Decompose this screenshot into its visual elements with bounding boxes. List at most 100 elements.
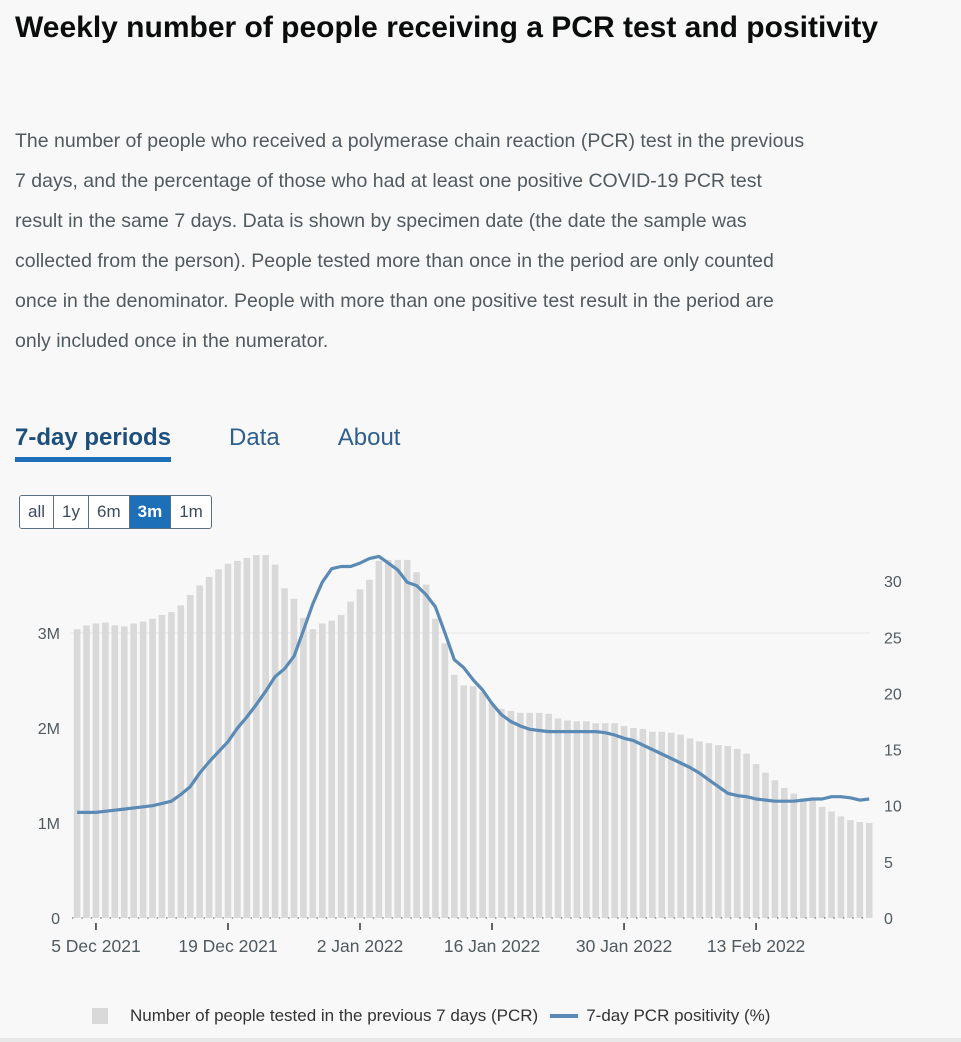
legend-bar-label: Number of people tested in the previous …: [130, 1006, 539, 1025]
y-right-tick-label: 0: [884, 911, 893, 928]
bar: [130, 623, 137, 918]
bar: [488, 703, 496, 918]
y-right-tick-label: 20: [884, 686, 902, 703]
bar: [186, 595, 194, 918]
bar: [234, 560, 241, 918]
bar: [799, 798, 807, 918]
bar: [837, 816, 845, 918]
y-left-tick-label: 0: [51, 911, 60, 928]
bar: [422, 584, 430, 918]
bar: [790, 793, 798, 918]
y-left-tick-label: 3M: [38, 626, 60, 643]
tab-data[interactable]: Data: [229, 424, 280, 451]
bar: [149, 618, 156, 918]
bar: [318, 623, 326, 918]
bar: [196, 585, 203, 918]
x-tick-label: 19 Dec 2021: [178, 936, 277, 956]
y-right-tick-label: 30: [884, 574, 902, 591]
bar: [262, 555, 269, 918]
bar: [441, 643, 449, 918]
bar: [271, 564, 279, 918]
bar: [300, 617, 307, 918]
bar: [828, 811, 835, 918]
bar: [517, 712, 524, 918]
bar: [724, 746, 732, 918]
tab-bar: 7-day periods Data About: [15, 424, 458, 462]
bar: [715, 745, 722, 918]
range-all-button[interactable]: all: [20, 496, 55, 528]
bar: [384, 559, 392, 918]
bar: [507, 710, 515, 918]
bar: [564, 720, 571, 918]
range-1y-button[interactable]: 1y: [54, 496, 89, 528]
bar: [649, 731, 656, 918]
bar: [120, 626, 128, 918]
bar: [469, 686, 477, 918]
y-left-tick-label: 1M: [38, 816, 60, 833]
bar: [856, 822, 864, 918]
range-6m-button[interactable]: 6m: [88, 496, 130, 528]
bar: [630, 728, 637, 918]
bar: [658, 731, 666, 918]
bar: [601, 723, 609, 918]
bar: [620, 726, 628, 918]
bar: [403, 559, 411, 918]
bar: [102, 622, 109, 918]
y-right-tick-label: 15: [884, 743, 902, 760]
bar: [526, 712, 534, 918]
bar: [667, 732, 675, 918]
bar: [535, 712, 543, 918]
bar: [337, 614, 345, 918]
legend: Number of people tested in the previous …: [92, 1006, 770, 1026]
bar: [818, 806, 826, 918]
legend-bar-swatch: [92, 1008, 108, 1024]
time-range-selector: all 1y 6m 3m 1m: [19, 495, 212, 529]
legend-line-swatch: [550, 1014, 579, 1018]
x-tick-label: 30 Jan 2022: [576, 936, 672, 956]
bar: [583, 721, 590, 918]
y-right-tick-label: 10: [884, 799, 902, 816]
bar: [158, 614, 166, 918]
bar: [639, 728, 647, 918]
bar: [611, 723, 618, 918]
x-tick-label: 2 Jan 2022: [317, 936, 404, 956]
bar: [762, 772, 769, 918]
bar: [205, 576, 213, 918]
bar: [366, 579, 373, 918]
bar: [781, 787, 788, 918]
bar: [809, 800, 816, 918]
bar: [592, 723, 600, 918]
range-1m-button[interactable]: 1m: [171, 496, 211, 528]
bar: [394, 559, 402, 918]
bar: [733, 748, 741, 918]
range-3m-button[interactable]: 3m: [129, 496, 172, 528]
bar: [705, 743, 713, 918]
bar: [451, 674, 458, 918]
bar: [865, 823, 873, 918]
bar: [498, 709, 505, 918]
bar: [309, 629, 317, 918]
bar: [573, 721, 581, 918]
bar: [554, 718, 562, 918]
bar: [771, 780, 779, 918]
bar: [356, 589, 364, 918]
tab-7-day-periods[interactable]: 7-day periods: [15, 424, 172, 462]
bar: [252, 555, 260, 918]
bar: [545, 713, 552, 918]
bar: [139, 621, 147, 918]
bar: [677, 734, 684, 918]
tab-about[interactable]: About: [337, 424, 401, 451]
positivity-line: [77, 554, 870, 814]
bar: [243, 557, 251, 918]
bar: [328, 620, 336, 918]
divider: [0, 1038, 961, 1042]
legend-line-label: 7-day PCR positivity (%): [586, 1006, 771, 1025]
x-tick-label: 13 Feb 2022: [707, 936, 805, 956]
bar: [215, 569, 222, 918]
y-left-tick-label: 2M: [38, 721, 60, 738]
bar: [479, 691, 486, 918]
bar: [432, 618, 439, 918]
bar: [83, 625, 90, 918]
bar: [281, 588, 288, 918]
x-tick-label: 5 Dec 2021: [51, 936, 141, 956]
